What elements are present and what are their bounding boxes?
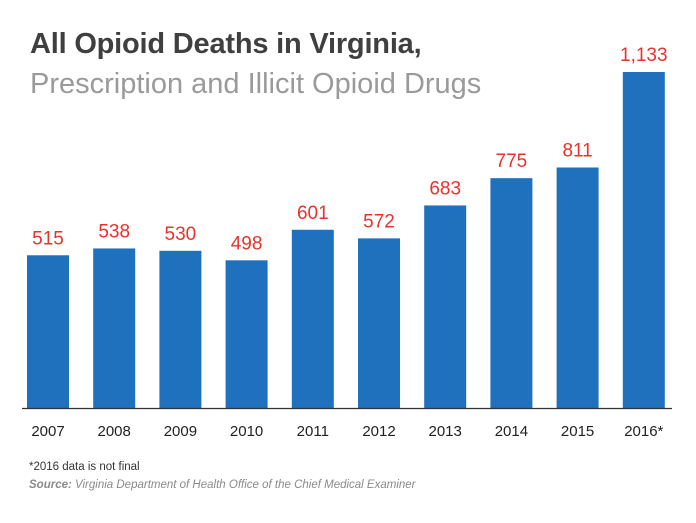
value-label: 1,133 [620,45,668,66]
x-tick-label: 2013 [429,423,462,440]
x-tick-label: 2008 [98,423,131,440]
source-text: Virginia Department of Health Office of … [75,479,416,491]
source-line: Source: Virginia Department of Health Of… [29,479,416,491]
chart-subtitle: Prescription and Illicit Opioid Drugs [30,68,482,100]
bar-2010 [225,260,268,408]
x-tick-label: 2009 [164,423,197,440]
x-tick-label: 2015 [561,423,594,440]
bar-2016 [622,72,665,408]
bar-2009 [159,250,202,408]
value-label: 683 [429,178,461,199]
bar-2015 [556,167,599,408]
bar-2011 [291,229,334,408]
source-label: Source: [29,479,72,491]
bar-2014 [490,178,533,408]
value-label: 530 [165,224,197,245]
footnote: *2016 data is not final [29,461,140,473]
value-label: 572 [363,211,395,232]
value-label: 601 [297,203,329,224]
x-tick-label: 2011 [297,423,329,440]
bar-2007 [27,255,69,408]
x-tick-label: 2016* [624,423,663,440]
value-label: 515 [32,228,64,249]
bar-2012 [358,238,400,408]
value-label: 538 [98,221,130,242]
bar-2013 [424,205,467,408]
value-label: 775 [496,151,528,172]
bar-2008 [93,248,136,408]
x-tick-label: 2012 [362,423,395,440]
value-label: 811 [562,140,592,161]
chart-title: All Opioid Deaths in Virginia, [30,28,422,60]
x-tick-label: 2007 [31,423,64,440]
x-tick-label: 2010 [230,423,263,440]
x-tick-label: 2014 [495,423,528,440]
value-label: 498 [231,233,263,254]
